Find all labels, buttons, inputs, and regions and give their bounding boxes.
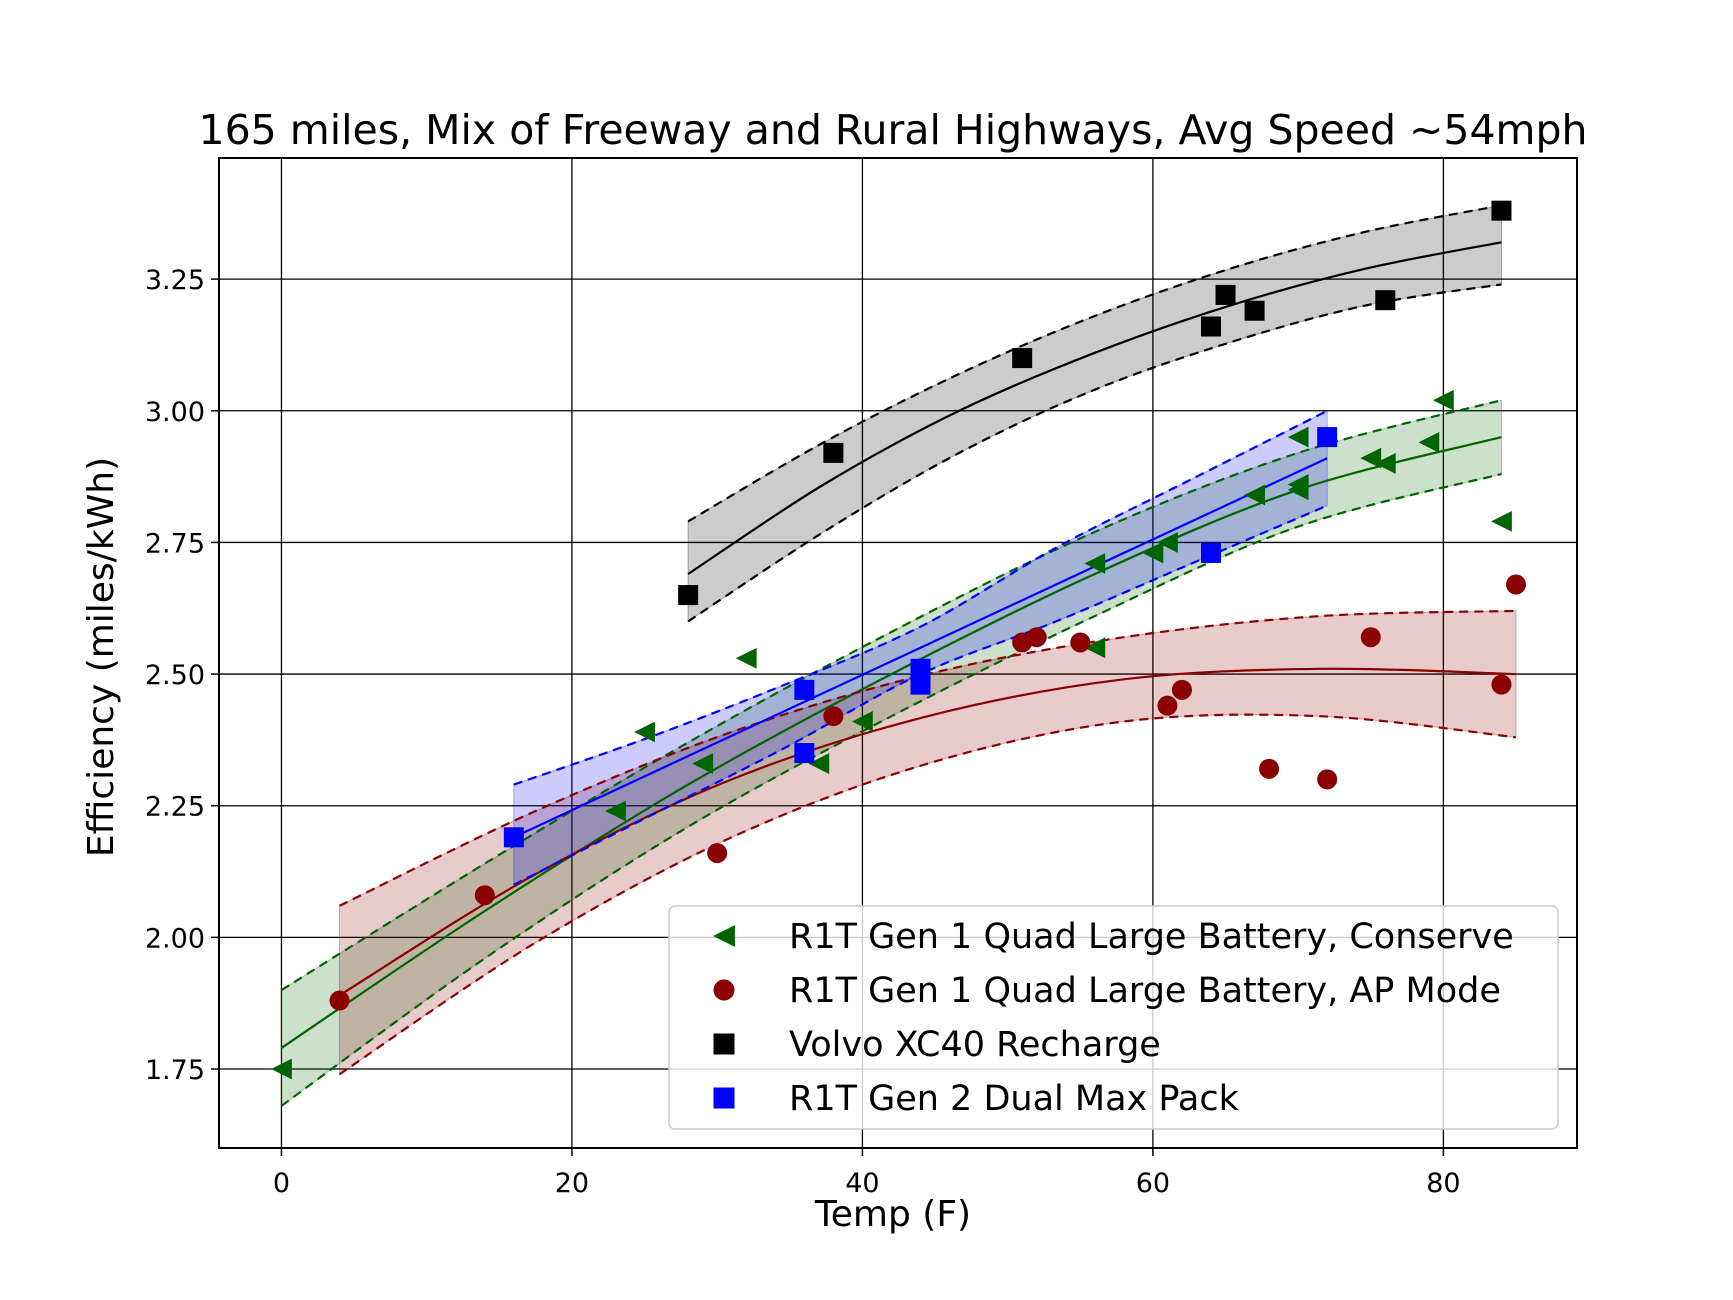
data-point xyxy=(1200,316,1221,337)
data-point xyxy=(1171,679,1192,700)
data-point xyxy=(794,679,815,700)
data-point xyxy=(1200,542,1221,563)
data-point xyxy=(1215,284,1236,305)
x-tick-label: 60 xyxy=(1136,1168,1170,1199)
data-point xyxy=(1491,510,1512,532)
data-point xyxy=(503,827,524,848)
data-point xyxy=(1070,632,1091,653)
data-point xyxy=(910,674,931,695)
data-point xyxy=(1491,674,1512,695)
legend-label: R1T Gen 1 Quad Large Battery, Conserve xyxy=(789,917,1514,957)
data-point xyxy=(1259,758,1280,779)
data-point xyxy=(1157,695,1178,716)
data-point xyxy=(1287,474,1309,495)
data-point xyxy=(1244,300,1265,321)
data-point xyxy=(1157,532,1178,553)
data-point xyxy=(1084,553,1106,574)
y-tick-label: 2.25 xyxy=(145,792,205,823)
data-point xyxy=(1244,484,1265,506)
data-point xyxy=(707,843,728,864)
data-point xyxy=(1374,453,1396,474)
data-point xyxy=(605,800,626,822)
legend-label: Volvo XC40 Recharge xyxy=(789,1025,1161,1065)
x-tick-label: 20 xyxy=(555,1168,589,1199)
data-point xyxy=(852,711,873,732)
band-lower-line xyxy=(687,283,1502,623)
data-point xyxy=(823,706,844,727)
data-point xyxy=(634,721,655,743)
data-point xyxy=(1287,426,1309,448)
y-tick-label: 3.00 xyxy=(145,397,205,428)
data-point xyxy=(735,647,757,669)
plot-frame xyxy=(218,157,1578,1149)
data-point xyxy=(329,990,350,1011)
data-point xyxy=(1026,627,1047,648)
data-point xyxy=(678,585,699,606)
fit-line xyxy=(513,457,1328,839)
data-point xyxy=(1317,427,1338,448)
fit-lines xyxy=(280,204,1517,1107)
band-lower-line xyxy=(280,472,1502,1107)
legend-marker xyxy=(713,1033,735,1055)
legend-marker xyxy=(713,979,735,1001)
legend-marker xyxy=(713,925,735,947)
legend: R1T Gen 1 Quad Large Battery, Conserve R1… xyxy=(668,905,1559,1130)
data-point xyxy=(1012,348,1033,369)
y-tick-label: 2.50 xyxy=(145,660,205,691)
data-point xyxy=(271,1058,292,1080)
data-point xyxy=(1432,389,1454,411)
data-point xyxy=(910,658,931,679)
band-upper-line xyxy=(280,399,1502,991)
data-point xyxy=(474,885,495,906)
y-tick-label: 3.25 xyxy=(145,265,205,296)
data-point xyxy=(692,753,714,774)
fit-line xyxy=(338,667,1517,997)
data-point xyxy=(794,743,815,764)
data-point xyxy=(1142,542,1164,564)
band-upper-line xyxy=(687,204,1502,523)
legend-label: R1T Gen 2 Dual Max Pack xyxy=(789,1079,1240,1119)
data-point xyxy=(1360,627,1381,648)
grid-lines xyxy=(219,158,1577,1148)
legend-box xyxy=(668,905,1559,1130)
x-tick-label: 80 xyxy=(1426,1168,1460,1199)
data-point xyxy=(823,442,844,463)
data-points xyxy=(271,200,1526,1080)
data-point xyxy=(1084,637,1106,659)
data-point xyxy=(1418,431,1440,453)
x-tick-label: 40 xyxy=(845,1168,879,1199)
data-point xyxy=(1505,574,1526,595)
data-point xyxy=(1491,200,1512,221)
y-tick-label: 2.75 xyxy=(145,528,205,559)
chart-title: 165 miles, Mix of Freeway and Rural High… xyxy=(198,106,1587,154)
data-point xyxy=(1375,290,1396,311)
axis-ticks: 0 20 40 60 80 1.75 2.00 2.25 2.50 2.75 3.00 3.25 xyxy=(145,265,1461,1199)
x-tick-label: 0 xyxy=(273,1168,290,1199)
y-axis-label: Efficiency (miles/kWh) xyxy=(81,457,122,857)
y-tick-label: 2.00 xyxy=(145,923,205,954)
x-axis-label: Temp (F) xyxy=(814,1194,971,1235)
legend-marker xyxy=(713,1087,735,1109)
legend-label: R1T Gen 1 Quad Large Battery, AP Mode xyxy=(789,971,1501,1011)
data-point xyxy=(808,753,830,774)
fit-line xyxy=(687,241,1502,575)
band-lower-line xyxy=(338,713,1517,1076)
data-point xyxy=(1317,769,1338,790)
y-tick-label: 1.75 xyxy=(145,1055,205,1086)
